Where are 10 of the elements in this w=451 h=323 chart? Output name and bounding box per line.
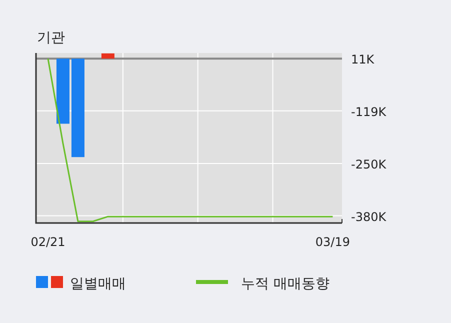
legend-label: 일별매매 [70,276,126,292]
legend-label: 누적 매매동향 [241,276,330,292]
y-tick-label: -119K [351,104,388,119]
y-tick-label: 11K [351,52,376,67]
y-tick-label: -250K [351,158,388,172]
line-series [47,58,334,222]
x-tick-label: 02/21 [30,235,66,249]
y-tick-label: -380K [351,210,388,224]
chart-title: 기관 [37,30,65,46]
x-tick-label: 03/19 [315,235,350,249]
